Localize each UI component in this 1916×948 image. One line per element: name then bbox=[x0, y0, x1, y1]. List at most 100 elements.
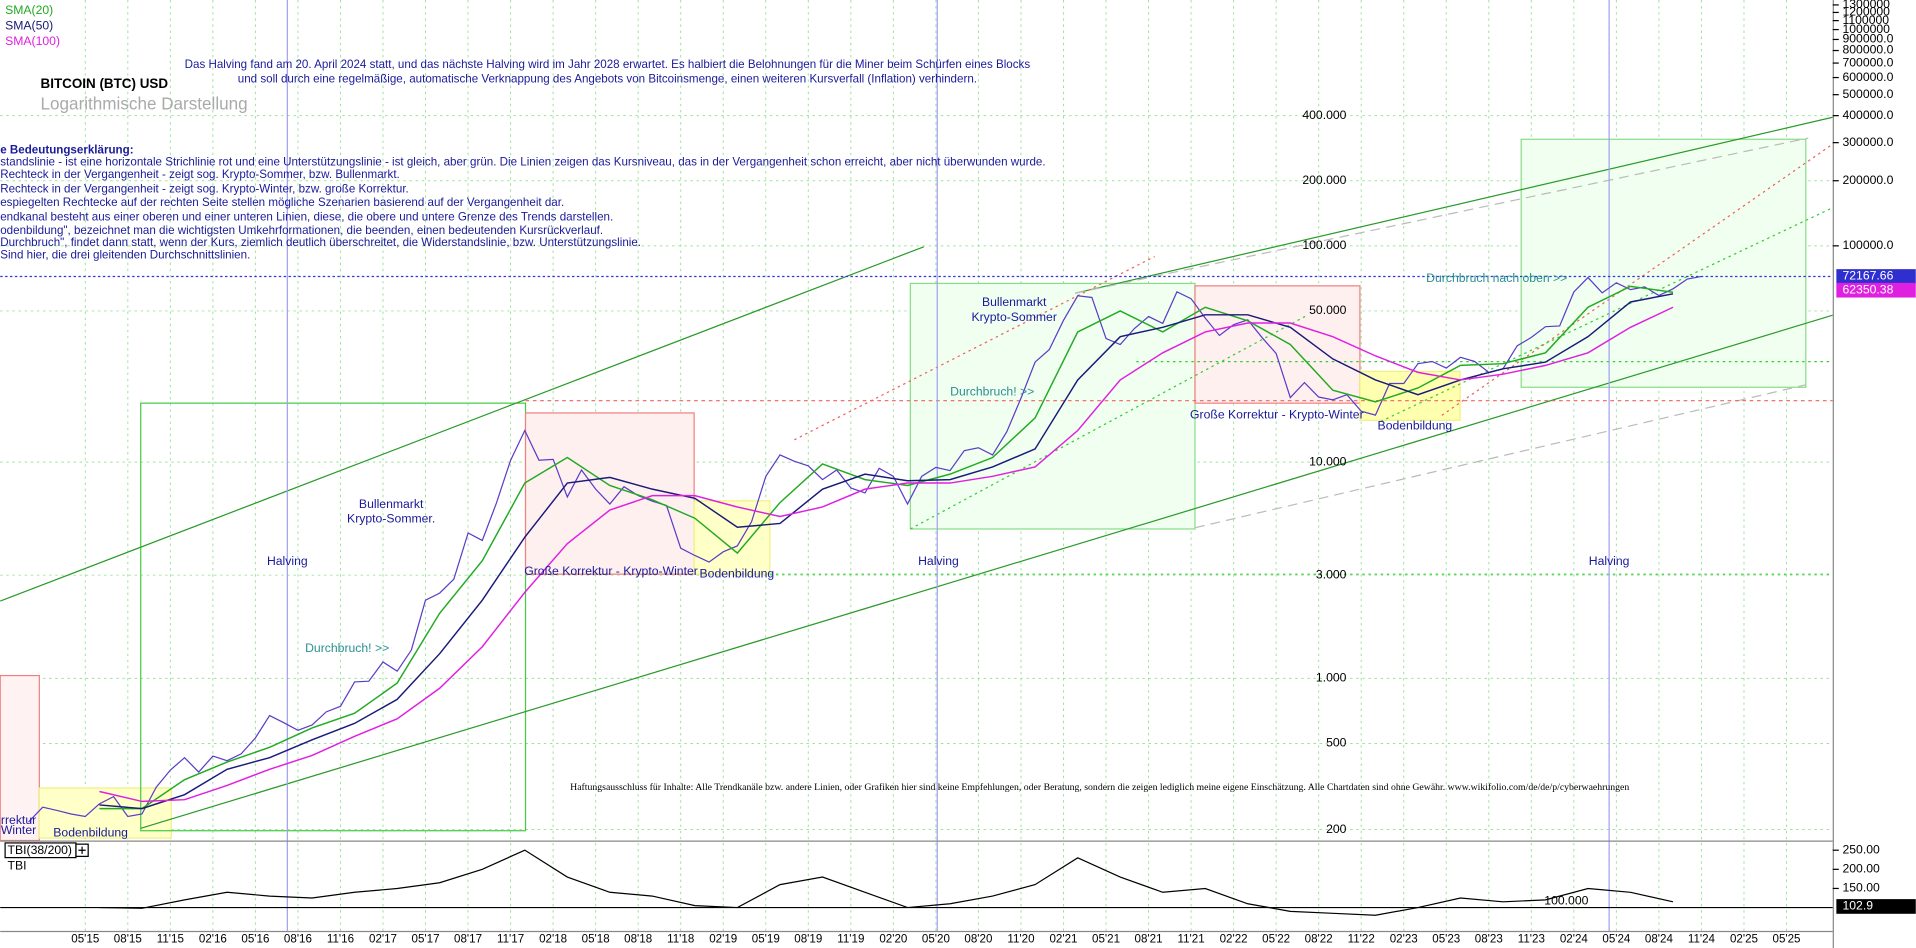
series-line bbox=[99, 849, 1674, 916]
note-line: Rechteck in der Vergangenheit - zeigt so… bbox=[0, 168, 400, 181]
y2-tick-label: 300000.0 bbox=[1842, 135, 1893, 149]
x-tick-label: 02'21 bbox=[1049, 933, 1077, 946]
trend-line bbox=[1075, 116, 1833, 294]
x-tick-label: 08'24 bbox=[1645, 933, 1674, 946]
trend-line bbox=[1075, 137, 1809, 294]
price-badge-label: 72167.66 bbox=[1842, 269, 1893, 283]
x-tick-label: 02'18 bbox=[539, 933, 567, 946]
y-tick-label: 50.000 bbox=[1309, 303, 1347, 317]
trend-line bbox=[1380, 207, 1833, 423]
y2-tick-label: 400000.0 bbox=[1842, 108, 1893, 122]
annotation: Bodenbildung bbox=[1378, 419, 1453, 433]
value-badge bbox=[1836, 899, 1916, 914]
zone-yellow bbox=[1359, 370, 1461, 421]
x-tick-label: 05'18 bbox=[582, 933, 610, 946]
annotation: Durchbruch! >> bbox=[305, 641, 389, 655]
x-tick-label: 02'22 bbox=[1220, 933, 1248, 946]
x-tick-label: 02'20 bbox=[879, 933, 907, 946]
x-tick-label: 08'20 bbox=[964, 933, 992, 946]
legend-label: SMA(20) bbox=[5, 3, 53, 17]
annotation: Durchbruch nach oben >> bbox=[1426, 271, 1567, 285]
sma-badge-label: 62350.38 bbox=[1842, 282, 1893, 296]
x-tick-label: 08'21 bbox=[1135, 933, 1163, 946]
panel-title: TBI(38/200) bbox=[8, 843, 72, 857]
annotation: Bullenmarkt bbox=[982, 295, 1047, 309]
y2-tick-label: 800000.0 bbox=[1842, 43, 1893, 57]
legend-label: TBI bbox=[8, 858, 27, 872]
annotation: Bodenbildung bbox=[700, 566, 775, 580]
annotation: Halving bbox=[918, 554, 959, 568]
y2-tick-label: 200000.0 bbox=[1842, 173, 1893, 187]
series-line bbox=[99, 285, 1674, 810]
note-line: odenbildung", bezeichnet man die wichtig… bbox=[0, 224, 603, 237]
y-tick-label: 250.00 bbox=[1842, 842, 1880, 856]
note-line: endkanal besteht aus einer oberen und ei… bbox=[0, 211, 613, 224]
x-tick-label: 05'15 bbox=[71, 933, 99, 946]
annotation: Große Korrektur - Krypto-Winter bbox=[524, 564, 698, 578]
series-line bbox=[99, 306, 1674, 803]
x-tick-label: 08'18 bbox=[624, 933, 652, 946]
plot bbox=[28, 275, 1702, 916]
x-tick-label: 11'21 bbox=[1178, 933, 1205, 946]
x-tick-label: 11'16 bbox=[327, 933, 354, 946]
y2-tick-label: 1100000 bbox=[1842, 13, 1889, 27]
x-tick-label: 02'19 bbox=[709, 933, 737, 946]
y-tick-label: 500 bbox=[1326, 736, 1347, 750]
annotation: Große Korrektur - Krypto-Winter bbox=[1190, 408, 1364, 422]
zone-yellow bbox=[38, 787, 172, 839]
reference-label: 100.000 bbox=[1544, 894, 1588, 908]
trend-line bbox=[794, 256, 1155, 441]
note-line: e Bedeutungserklärung: bbox=[0, 143, 133, 156]
x-tick-label: 11'15 bbox=[157, 933, 184, 946]
x-tick-label: 05'25 bbox=[1772, 933, 1800, 946]
x-tick-label: 05'22 bbox=[1262, 933, 1290, 946]
trend-lines bbox=[0, 0, 1834, 931]
legend-label: SMA(100) bbox=[5, 34, 60, 48]
price-badge bbox=[1836, 269, 1916, 284]
note-line: Durchbruch", findet dann statt, wenn der… bbox=[0, 236, 641, 249]
disclaimer: Haftungsausschluss für Inhalte: Alle Tre… bbox=[570, 782, 1629, 793]
zone-green bbox=[140, 402, 527, 832]
zone-yellow bbox=[693, 500, 771, 575]
y-tick-label: 200 bbox=[1326, 822, 1347, 836]
zone-green bbox=[1520, 138, 1807, 388]
chart-title: BITCOIN (BTC) USD bbox=[41, 76, 169, 91]
note: und soll durch eine regelmäßige, automat… bbox=[238, 72, 977, 85]
series-line bbox=[99, 293, 1674, 810]
y-tick-label: 200.00 bbox=[1842, 862, 1880, 876]
annotation: Krypto-Sommer. bbox=[347, 511, 435, 525]
y2-tick-label: 500000.0 bbox=[1842, 87, 1893, 101]
x-tick-label: 02'23 bbox=[1390, 933, 1418, 946]
annotation: Bullenmarkt bbox=[359, 497, 424, 511]
x-tick-label: 05'19 bbox=[752, 933, 780, 946]
annotation: rrektur bbox=[1, 813, 36, 827]
note-line: Rechteck in der Vergangenheit - zeigt so… bbox=[0, 182, 409, 195]
value-badge-label: 102.9 bbox=[1842, 899, 1873, 913]
zone-red bbox=[0, 674, 40, 842]
x-tick-label: 08'22 bbox=[1305, 933, 1333, 946]
note: Das Halving fand am 20. April 2024 statt… bbox=[185, 58, 1031, 71]
y-tick-label: 200.000 bbox=[1302, 173, 1346, 187]
zones bbox=[0, 138, 1807, 842]
annotation: Krypto-Sommer bbox=[971, 310, 1056, 324]
y-tick-label: 3.000 bbox=[1316, 567, 1347, 581]
legend-label: SMA(50) bbox=[5, 18, 53, 32]
y-tick-label: 400.000 bbox=[1302, 108, 1346, 122]
x-tick-label: 11'18 bbox=[667, 933, 694, 946]
x-tick-label: 02'25 bbox=[1730, 933, 1758, 946]
x-tick-label: 11'17 bbox=[497, 933, 524, 946]
y2-tick-label: 900000.0 bbox=[1842, 32, 1893, 46]
annotation: Bodenbildung bbox=[53, 825, 128, 839]
x-tick-label: 11'22 bbox=[1348, 933, 1375, 946]
annotation: Halving bbox=[267, 554, 308, 568]
x-tick-label: 05'20 bbox=[922, 933, 950, 946]
x-tick-label: 05'23 bbox=[1432, 933, 1460, 946]
x-tick-label: 05'17 bbox=[412, 933, 440, 946]
y-tick-label: 1.000 bbox=[1316, 671, 1347, 685]
trend-line bbox=[910, 314, 1308, 530]
note-line: standslinie - ist eine horizontale Stric… bbox=[0, 156, 1045, 169]
toggle-icon bbox=[78, 846, 86, 854]
trend-line bbox=[0, 246, 925, 602]
x-tick-label: 05'24 bbox=[1602, 933, 1631, 946]
